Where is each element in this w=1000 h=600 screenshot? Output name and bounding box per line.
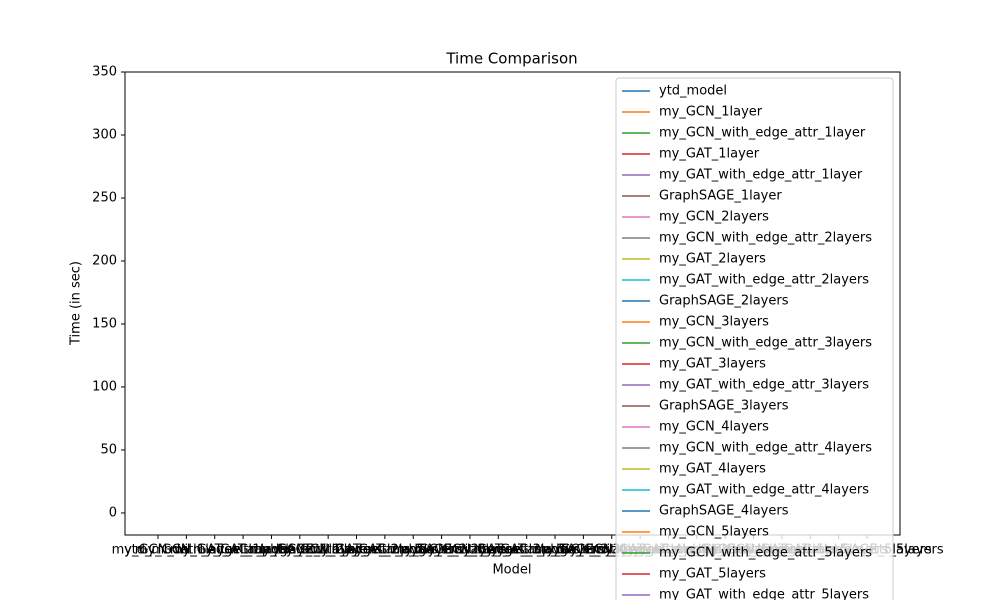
- x-tick-label: my_GAT_1layer: [193, 543, 294, 558]
- x-tick-label: my_GCN_with_edge_attr_3layers: [392, 543, 605, 558]
- legend-label: GraphSAGE_4layers: [659, 504, 789, 519]
- y-tick-label: 150: [92, 316, 117, 331]
- y-tick-label: 300: [92, 127, 117, 142]
- legend-label: my_GAT_with_edge_attr_5layers: [659, 588, 869, 600]
- x-tick-label: ytd_model: [124, 543, 192, 558]
- legend-label: my_GCN_with_edge_attr_5layers: [659, 546, 872, 561]
- legend-label: GraphSAGE_1layer: [659, 189, 782, 204]
- x-axis-label: Model: [492, 563, 531, 578]
- legend-label: my_GAT_with_edge_attr_1layer: [659, 168, 863, 183]
- y-tick-label: 350: [92, 65, 117, 80]
- legend-label: my_GCN_with_edge_attr_3layers: [659, 336, 872, 351]
- legend-label: my_GCN_with_edge_attr_1layer: [659, 126, 866, 141]
- legend-label: my_GAT_4layers: [659, 462, 766, 477]
- x-tick-label: my_GCN_2layers: [273, 543, 383, 558]
- x-tick-label: my_GAT_with_edge_attr_1layer: [170, 543, 374, 558]
- legend-label: GraphSAGE_3layers: [659, 399, 789, 414]
- legend-label: my_GAT_with_edge_attr_4layers: [659, 483, 869, 498]
- legend-label: my_GCN_3layers: [659, 315, 769, 330]
- legend-label: my_GAT_with_edge_attr_3layers: [659, 378, 869, 393]
- legend-label: my_GCN_with_edge_attr_4layers: [659, 441, 872, 456]
- chart-title: Time Comparison: [445, 50, 577, 68]
- x-tick-label: my_GAT_3layers: [473, 543, 580, 558]
- legend-label: my_GAT_5layers: [659, 567, 766, 582]
- legend-label: ytd_model: [659, 84, 727, 99]
- legend-label: my_GCN_with_edge_attr_2layers: [659, 231, 872, 246]
- x-tick-label: GraphSAGE_1layer: [238, 543, 361, 558]
- y-tick-label: 0: [109, 505, 117, 520]
- legend-label: my_GAT_with_edge_attr_2layers: [659, 273, 869, 288]
- y-tick-label: 200: [92, 253, 117, 268]
- x-tick-label: my_GAT_with_edge_attr_2layers: [308, 543, 518, 558]
- legend-label: my_GCN_4layers: [659, 420, 769, 435]
- y-axis-label: Time (in sec): [69, 261, 84, 346]
- legend-frame: [615, 77, 894, 600]
- y-tick-label: 100: [92, 379, 117, 394]
- legend-label: my_GAT_3layers: [659, 357, 766, 372]
- plot-frame: [124, 71, 901, 536]
- x-tick-label: my_GAT_with_edge_attr_3layers: [450, 543, 660, 558]
- legend-label: my_GCN_2layers: [659, 210, 769, 225]
- legend-label: my_GAT_2layers: [659, 252, 766, 267]
- y-tick-label: 250: [92, 190, 117, 205]
- x-tick-label: my_GCN_3layers: [415, 543, 525, 558]
- legend-label: GraphSAGE_2layers: [659, 294, 789, 309]
- legend-label: my_GCN_1layer: [659, 105, 763, 120]
- legend-label: my_GCN_5layers: [659, 525, 769, 540]
- x-tick-label: my_GCN_1layer: [135, 543, 239, 558]
- x-tick-label: my_GCN_with_edge_attr_2layers: [250, 543, 463, 558]
- x-tick-label: my_GCN_with_edge_attr_1layer: [112, 543, 319, 558]
- x-tick-label: GraphSAGE_2layers: [377, 543, 507, 558]
- x-tick-label: my_GAT_2layers: [331, 543, 438, 558]
- legend-label: my_GAT_1layer: [659, 147, 760, 162]
- y-tick-label: 50: [100, 442, 117, 457]
